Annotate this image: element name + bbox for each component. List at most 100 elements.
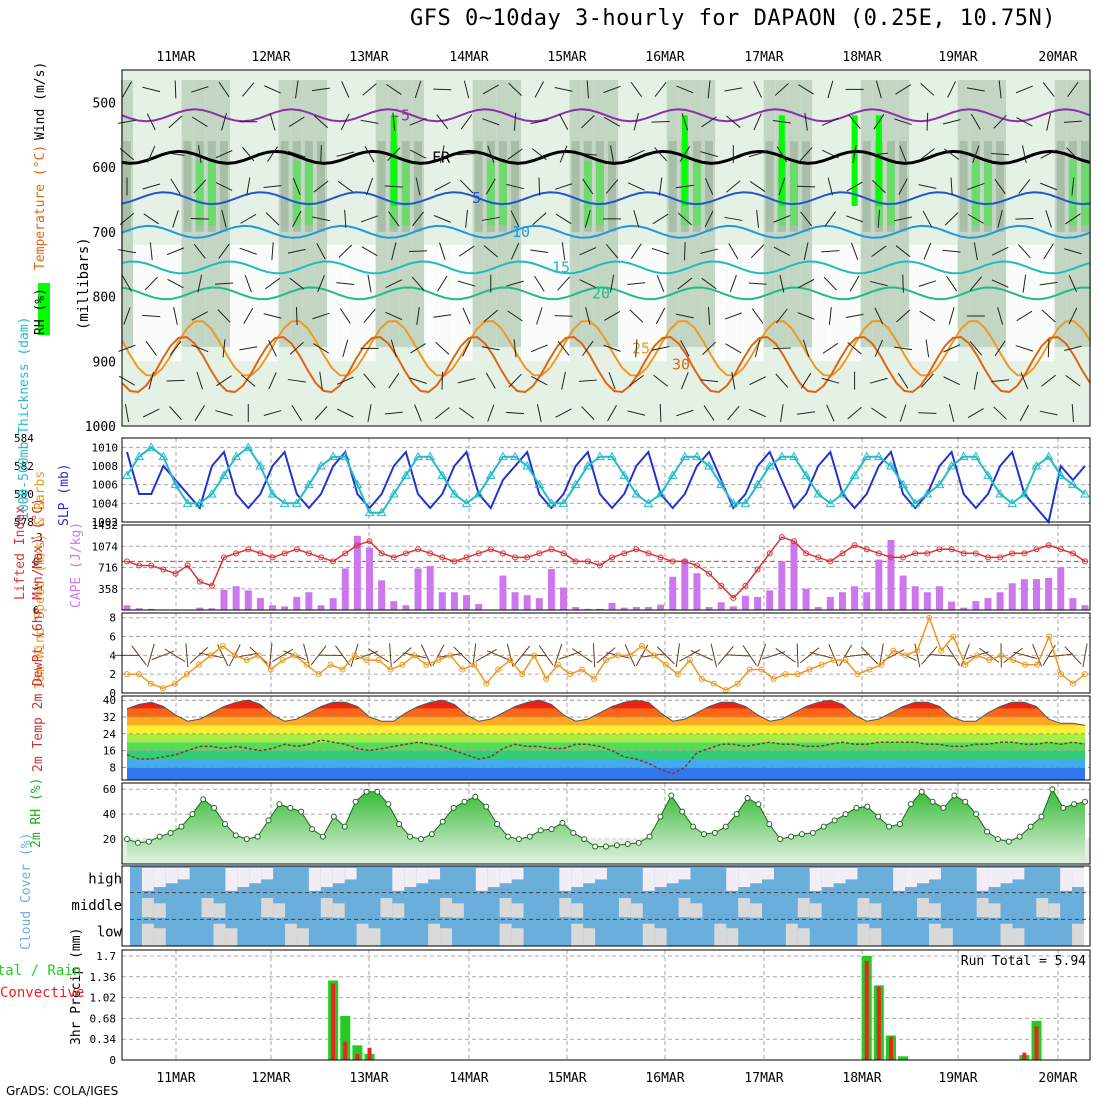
wind-barb [268, 372, 277, 390]
wind-barb [118, 249, 136, 254]
wind-barb [263, 410, 282, 417]
rh-green-band [401, 160, 410, 226]
wind-barb [824, 211, 837, 227]
wind10-marker [435, 657, 442, 664]
wind-barb [287, 378, 306, 383]
cape-bar [923, 592, 931, 610]
rh-dry-band [424, 244, 437, 362]
wind-barb [754, 339, 761, 358]
pressure-tick: 500 [93, 96, 116, 111]
wind10-tick: 6 [109, 631, 116, 644]
wind10-marker [770, 675, 777, 682]
wind-barb [434, 181, 451, 192]
temp-band [127, 708, 1085, 717]
wind-barb [409, 377, 427, 384]
slp-marker [861, 451, 872, 461]
wind10-barb [1064, 646, 1082, 665]
slp-marker [207, 488, 217, 498]
cloud-high-cell [559, 868, 572, 891]
cape-bar [875, 559, 883, 610]
cloud-mid-cell [380, 898, 393, 918]
wind-barb [919, 310, 936, 322]
wind10-marker [806, 666, 813, 673]
temp-tick: 16 [103, 745, 116, 758]
wind-barb [775, 308, 788, 324]
panel-frame [121, 69, 1091, 427]
rh-dry-band [1006, 244, 1019, 362]
wind-barb [797, 411, 816, 415]
wind-barb [295, 80, 299, 99]
wind-barb [654, 147, 667, 162]
rh-label: RH (%) [33, 288, 48, 335]
wind10-barb [828, 644, 839, 667]
rh-green-band [292, 160, 301, 226]
rh-marker [298, 808, 305, 815]
rh-marker [1060, 804, 1067, 811]
cloud-high-cell [487, 868, 500, 888]
rh-marker [505, 833, 512, 840]
cloud-low-cell [141, 923, 154, 946]
cape-bar [256, 598, 264, 610]
wind-barb [802, 339, 810, 358]
wind-barb [1022, 274, 1027, 293]
wind-barb [1039, 410, 1058, 416]
rh-moist-core [377, 141, 386, 232]
wind-barb [821, 250, 840, 253]
li-marker [499, 550, 506, 557]
slp-marker [728, 498, 739, 507]
slp-marker [364, 507, 375, 517]
cape-bar [232, 586, 240, 610]
wind-barb [848, 114, 861, 129]
slp-marker [789, 451, 799, 461]
cloud-high-cell [475, 868, 488, 891]
wind-barb [364, 146, 375, 163]
cape-bar [851, 586, 859, 610]
cape-bar [135, 608, 143, 610]
wind10-tick: 2 [109, 668, 116, 681]
wind10-tick: 4 [109, 649, 116, 662]
lifted-cape-panel [122, 534, 1090, 610]
cape-tick: 1074 [92, 540, 119, 553]
slp-marker [1043, 451, 1054, 461]
wind-barb [651, 247, 670, 255]
wind-barb [991, 246, 1009, 256]
slp-marker [740, 498, 751, 507]
cloud-high-cell [928, 868, 941, 880]
pressure-tick: 700 [93, 226, 116, 241]
panel-frame [121, 437, 1091, 523]
cape-bar [1069, 598, 1077, 610]
isotherm-label: 15 [552, 258, 570, 276]
wind-barb [197, 274, 203, 293]
li-marker [269, 554, 276, 561]
precip-total-bar [352, 1045, 363, 1060]
wind-barb [336, 376, 354, 385]
rh-marker [265, 817, 272, 824]
li-marker [1009, 550, 1016, 557]
wind10-marker [279, 657, 286, 664]
wind-barb [753, 81, 762, 98]
wind-label: Wind (m/s) [33, 62, 48, 140]
wind-barb [506, 411, 525, 415]
wind-barb [146, 113, 156, 131]
cloud-high-cell [261, 868, 274, 880]
rh-marker [428, 831, 435, 838]
precip-total-bar [340, 1015, 351, 1060]
cloud-low-cell [857, 923, 870, 946]
rh-dry-band [739, 244, 752, 362]
wind-barb [457, 378, 476, 384]
wind-barb [1042, 82, 1055, 97]
rh-marker [189, 811, 196, 818]
wind-barb [292, 177, 301, 196]
wind10-marker [315, 671, 322, 678]
rh-dry-band [145, 244, 158, 362]
wind-barb [869, 280, 888, 287]
wind-barb [167, 278, 184, 289]
cloud-low-cell [356, 923, 369, 946]
wind-barb [845, 215, 864, 223]
li-marker [887, 554, 894, 561]
cloud-mid-cell [153, 903, 166, 918]
wind-barb [118, 344, 136, 352]
li-marker [512, 554, 519, 561]
cloud-high-cell [976, 868, 989, 891]
wind-barb [1068, 307, 1078, 325]
